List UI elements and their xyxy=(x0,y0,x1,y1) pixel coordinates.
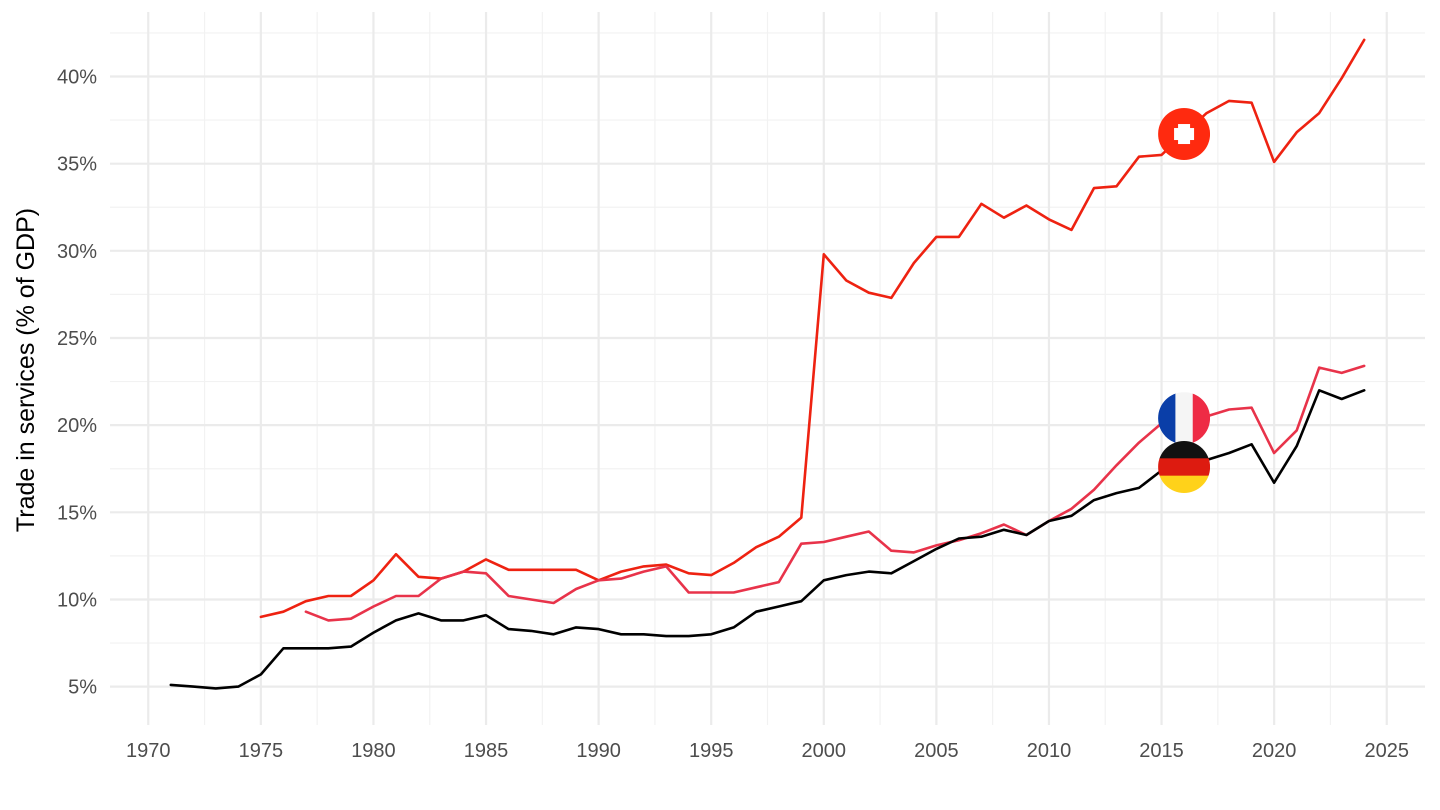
minor-gridlines xyxy=(110,12,1425,725)
y-axis-tick-labels: 5% 10% 15% 20% 25% 30% 35% 40% xyxy=(57,67,97,699)
x-tick-label: 2005 xyxy=(914,740,959,762)
x-tick-label: 1995 xyxy=(689,740,734,762)
x-tick-label: 2010 xyxy=(1027,740,1072,762)
flag-markers xyxy=(1158,108,1211,493)
x-tick-label: 1985 xyxy=(464,740,509,762)
x-tick-label: 1970 xyxy=(126,740,171,762)
france-flag-icon xyxy=(1158,392,1211,445)
y-axis-title: Trade in services (% of GDP) xyxy=(12,208,40,532)
y-tick-label: 15% xyxy=(57,502,97,524)
x-tick-label: 2000 xyxy=(802,740,847,762)
y-tick-label: 5% xyxy=(68,677,97,699)
x-tick-label: 2025 xyxy=(1364,740,1409,762)
germany-flag-icon xyxy=(1158,440,1211,493)
y-tick-label: 30% xyxy=(57,241,97,263)
x-tick-label: 1990 xyxy=(576,740,621,762)
y-tick-label: 10% xyxy=(57,589,97,611)
y-tick-label: 25% xyxy=(57,328,97,350)
x-tick-label: 2015 xyxy=(1139,740,1184,762)
switzerland-flag-icon xyxy=(1158,108,1211,161)
y-tick-label: 35% xyxy=(57,154,97,176)
y-tick-label: 40% xyxy=(57,67,97,89)
x-tick-label: 2020 xyxy=(1252,740,1297,762)
y-tick-label: 20% xyxy=(57,415,97,437)
x-tick-label: 1975 xyxy=(239,740,284,762)
x-axis-tick-labels: 1970 1975 1980 1985 1990 1995 2000 2005 2010 2015… xyxy=(126,740,1409,762)
x-tick-label: 1980 xyxy=(351,740,396,762)
